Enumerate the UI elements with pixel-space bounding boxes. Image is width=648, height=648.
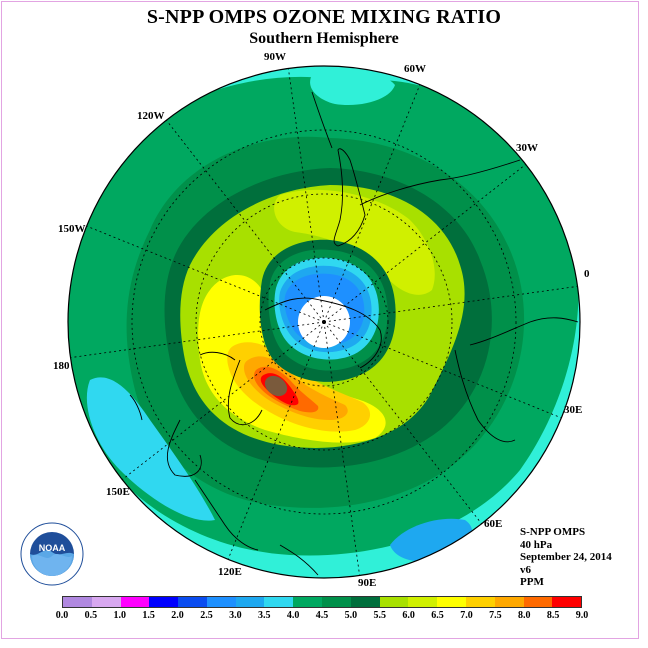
- colorbar-swatch: [178, 597, 207, 607]
- colorbar-tick-label: 7.0: [460, 610, 473, 621]
- info-version: v6: [520, 563, 531, 576]
- colorbar-tick-label: 8.5: [546, 610, 560, 621]
- latitude-circle: [131, 129, 517, 515]
- lon-label-30w: 30W: [516, 142, 538, 154]
- lon-label-150w: 150W: [58, 223, 86, 235]
- colorbar-tick-label: 5.5: [373, 610, 387, 621]
- ozone-low-patch: [86, 377, 215, 521]
- colorbar-tick-label: 9.0: [575, 610, 589, 621]
- colorbar-tick-label: 0.0: [55, 610, 69, 621]
- graticule: [70, 68, 578, 576]
- map-boundary: [67, 65, 581, 579]
- lon-label-150e: 150E: [106, 486, 130, 498]
- colorbar-tick-label: 1.5: [142, 610, 155, 621]
- colorbar-swatch: [206, 597, 236, 607]
- coastlines: [129, 91, 579, 576]
- colorbar-swatch: [91, 597, 121, 607]
- colorbar-swatch: [437, 597, 466, 607]
- colorbar-tick-label: 0.5: [84, 610, 98, 621]
- info-pressure: 40 hPa: [520, 538, 553, 551]
- colorbar-tick-label: 6.5: [431, 610, 444, 621]
- noaa-logo: NOAA: [20, 522, 84, 586]
- colorbar-tick-label: 2.5: [200, 610, 213, 621]
- colorbar-tick-label: 1.0: [113, 610, 127, 621]
- ozone-low-patch: [310, 69, 395, 106]
- colorbar-tick-label: 3.5: [257, 610, 271, 621]
- ozone-max-region: [264, 375, 288, 397]
- lon-label-60w: 60W: [404, 63, 426, 75]
- noaa-logo-text: NOAA: [39, 543, 66, 553]
- colorbar-tick-label: 3.0: [229, 610, 242, 621]
- lon-label-0: 0: [584, 268, 590, 280]
- colorbar-swatch: [465, 597, 495, 607]
- latitude-circle: [259, 257, 389, 387]
- colorbar-swatch: [235, 597, 265, 607]
- colorbar-swatch: [523, 597, 553, 607]
- colorbar-swatch: [322, 597, 351, 607]
- lon-label-90w: 90W: [264, 51, 286, 63]
- south-pole-marker: [322, 320, 326, 324]
- map-subtitle: Southern Hemisphere: [249, 30, 399, 47]
- colorbar-swatch: [293, 597, 323, 607]
- colorbar-tick-label: 8.0: [517, 610, 531, 621]
- info-block: S-NPP OMPS 40 hPa September 24, 2014 v6 …: [520, 526, 612, 589]
- latitude-circle: [195, 193, 453, 451]
- colorbar-swatch: [552, 597, 582, 607]
- lon-label-120w: 120W: [137, 110, 165, 122]
- ozone-contour-6.0: [274, 189, 435, 295]
- colorbar-swatch: [120, 597, 150, 607]
- lon-label-30e: 30E: [564, 404, 583, 416]
- colorbar-tick-label: 2.0: [171, 610, 184, 621]
- colorbar-swatch: [264, 597, 294, 607]
- info-date: September 24, 2014: [520, 551, 612, 563]
- colorbar-swatch: [379, 597, 409, 607]
- colorbar-ticks: 0.0 0.5 1.0 1.5 2.0 2.5 3.0 3.5 4.0 4.5 5.0 5.5 6.0 6…: [56, 610, 589, 622]
- colorbar-swatch: [63, 597, 92, 607]
- page-frame: [1, 1, 639, 639]
- colorbar-swatch: [494, 597, 524, 607]
- colorbar-tick-label: 6.0: [402, 610, 415, 621]
- lon-label-60e: 60E: [484, 518, 503, 530]
- lon-label-120e: 120E: [218, 566, 242, 578]
- colorbar-tick-label: 4.0: [286, 610, 300, 621]
- colorbar-swatch: [408, 597, 438, 607]
- map-title: S-NPP OMPS OZONE MIXING RATIO: [146, 6, 502, 28]
- info-instrument: S-NPP OMPS: [520, 526, 586, 538]
- lon-label-180: 180: [53, 360, 70, 372]
- colorbar-tick-label: 4.5: [315, 610, 329, 621]
- lon-label-90e: 90E: [358, 577, 377, 589]
- colorbar-tick-label: 7.5: [489, 610, 502, 621]
- colorbar-swatch: [149, 597, 179, 607]
- colorbar: [62, 596, 582, 608]
- colorbar-tick-label: 5.0: [344, 610, 358, 621]
- info-units: PPM: [520, 576, 544, 588]
- colorbar-swatch: [350, 597, 380, 607]
